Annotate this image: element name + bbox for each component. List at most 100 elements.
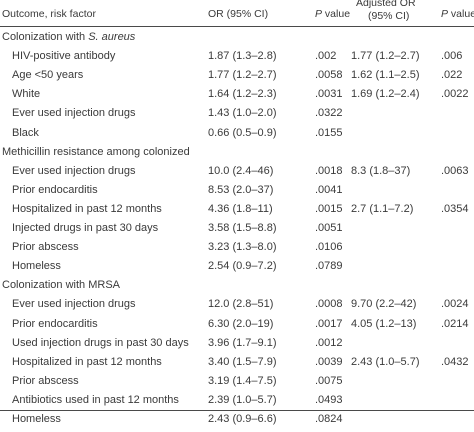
header-adjusted-p-value: P value	[441, 8, 474, 20]
table-row: Ever used injection drugs 1.43 (1.0–2.0).…	[0, 106, 474, 126]
row-p-value: .0017	[315, 317, 343, 330]
row-p-value: .0018	[315, 164, 343, 177]
header-factor: Outcome, risk factor	[2, 8, 96, 20]
row-factor: Antibiotics used in past 12 months	[12, 393, 179, 406]
row-factor: Homeless	[12, 413, 61, 425]
row-p-value: .0008	[315, 298, 343, 311]
row-adjusted-or: 2.7 (1.1–7.2)	[351, 202, 414, 215]
row-adjusted-p-value: .0024	[441, 298, 469, 311]
row-factor: Injected drugs in past 30 days	[12, 222, 159, 234]
table-row: Hospitalized in past 12 months 4.36 (1.8–…	[0, 202, 474, 222]
row-or: 2.54 (0.9–7.2)	[208, 260, 277, 273]
row-p-value: .0493	[315, 393, 343, 406]
row-factor: Homeless	[12, 260, 61, 273]
table-row: Hospitalized in past 12 months 3.40 (1.5–…	[0, 355, 474, 375]
row-or: 8.53 (2.0–37)	[208, 183, 274, 196]
row-adjusted-p-value: .0354	[441, 202, 469, 215]
row-factor: Hospitalized in past 12 months	[12, 355, 162, 368]
table-row: Black 0.66 (0.5–0.9) .0155	[0, 126, 474, 146]
row-p-value: .0051	[315, 222, 343, 234]
table-row: Used injection drugs in past 30 days 3.96…	[0, 336, 474, 356]
row-factor: Prior endocarditis	[12, 317, 98, 330]
header-p-value: P value	[315, 8, 351, 20]
section-header: Methicillin resistance among colonized	[0, 145, 474, 165]
row-factor: Used injection drugs in past 30 days	[12, 336, 189, 349]
row-adjusted-or: 2.43 (1.0–5.7)	[351, 355, 420, 368]
row-or: 6.30 (2.0–19)	[208, 317, 274, 330]
table-row: HIV-positive antibody 1.87 (1.3–2.8) .002 1…	[0, 49, 474, 69]
section-title: Colonization with MRSA	[2, 279, 120, 292]
row-or: 3.23 (1.3–8.0)	[208, 241, 277, 254]
row-or: 3.19 (1.4–7.5)	[208, 374, 277, 387]
row-p-value: .0106	[315, 241, 343, 254]
table-row: Prior endocarditis 6.30 (2.0–19) .0017 4.05…	[0, 317, 474, 337]
table-row: Prior endocarditis 8.53 (2.0–37) .0041	[0, 183, 474, 203]
section-header: Colonization with MRSA	[0, 278, 474, 298]
row-factor: Ever used injection drugs	[12, 298, 136, 311]
section-title: Methicillin resistance among colonized	[2, 145, 190, 158]
row-factor: White	[12, 88, 41, 101]
row-or: 2.39 (1.0–5.7)	[208, 393, 277, 406]
row-or: 3.96 (1.7–9.1)	[208, 336, 277, 349]
row-p-value: .0322	[315, 107, 343, 120]
row-p-value: .0075	[315, 374, 343, 387]
row-adjusted-or: 9.70 (2.2–42)	[351, 298, 417, 311]
row-or: 0.66 (0.5–0.9)	[208, 126, 277, 139]
header-rule	[0, 26, 474, 27]
row-adjusted-or: 1.62 (1.1–2.5)	[351, 69, 420, 82]
table-row: Prior abscess 3.19 (1.4–7.5) .0075	[0, 374, 474, 394]
row-adjusted-p-value: .006	[441, 50, 463, 63]
table-row: Prior abscess 3.23 (1.3–8.0) .0106	[0, 240, 474, 260]
row-adjusted-p-value: .022	[441, 69, 463, 82]
row-or: 1.77 (1.2–2.7)	[208, 69, 277, 82]
row-or: 10.0 (2.4–46)	[208, 164, 274, 177]
header-adjusted-or-line1: Adjusted OR	[356, 0, 416, 9]
row-factor: Black	[12, 126, 39, 139]
row-p-value: .0824	[315, 413, 343, 425]
row-or: 2.43 (0.9–6.6)	[208, 413, 277, 425]
row-p-value: .0015	[315, 202, 343, 215]
table-row: Ever used injection drugs 10.0 (2.4–46) .0…	[0, 164, 474, 184]
section-header: Colonization with S. aureus	[0, 30, 474, 50]
table-row: Age <50 years 1.77 (1.2–2.7) .0058 1.62 (1.…	[0, 68, 474, 88]
row-p-value: .0031	[315, 88, 343, 101]
table-row: Homeless 2.43 (0.9–6.6) .0824	[0, 412, 474, 432]
row-p-value: .0039	[315, 355, 343, 368]
header-or: OR (95% CI)	[208, 8, 269, 20]
row-adjusted-p-value: .0214	[441, 317, 469, 330]
row-adjusted-p-value: .0063	[441, 164, 469, 177]
row-factor: Hospitalized in past 12 months	[12, 202, 162, 215]
row-or: 1.87 (1.3–2.8)	[208, 50, 277, 63]
table-row: Antibiotics used in past 12 months 2.39 (…	[0, 393, 474, 413]
row-factor: Prior abscess	[12, 374, 79, 387]
row-adjusted-or: 8.3 (1.8–37)	[351, 164, 411, 177]
row-or: 1.43 (1.0–2.0)	[208, 107, 277, 120]
section-title: Colonization with S. aureus	[2, 31, 136, 43]
row-or: 1.64 (1.2–2.3)	[208, 88, 277, 101]
row-factor: Prior abscess	[12, 241, 79, 254]
table-row: Ever used injection drugs 12.0 (2.8–51) .0…	[0, 297, 474, 317]
header-adjusted-or-line2: (95% CI)	[368, 10, 410, 22]
row-p-value: .0041	[315, 183, 343, 196]
row-factor: HIV-positive antibody	[12, 50, 116, 63]
row-adjusted-p-value: .0022	[441, 88, 469, 101]
row-p-value: .0058	[315, 69, 343, 82]
table-row: White 1.64 (1.2–2.3) .0031 1.69 (1.2–2.4) .0…	[0, 87, 474, 107]
row-factor: Ever used injection drugs	[12, 107, 136, 120]
row-p-value: .0012	[315, 336, 343, 349]
row-p-value: .0789	[315, 260, 343, 273]
table-row: Injected drugs in past 30 days 3.58 (1.5–…	[0, 221, 474, 241]
row-factor: Ever used injection drugs	[12, 164, 136, 177]
row-adjusted-or: 4.05 (1.2–13)	[351, 317, 417, 330]
row-p-value: .002	[315, 50, 337, 63]
row-factor: Age <50 years	[12, 69, 84, 82]
row-or: 3.58 (1.5–8.8)	[208, 222, 277, 234]
row-or: 3.40 (1.5–7.9)	[208, 355, 277, 368]
row-or: 4.36 (1.8–11)	[208, 202, 273, 215]
row-adjusted-p-value: .0432	[441, 355, 469, 368]
row-or: 12.0 (2.8–51)	[208, 298, 274, 311]
row-p-value: .0155	[315, 126, 343, 139]
row-adjusted-or: 1.69 (1.2–2.4)	[351, 88, 420, 101]
row-adjusted-or: 1.77 (1.2–2.7)	[351, 50, 420, 63]
